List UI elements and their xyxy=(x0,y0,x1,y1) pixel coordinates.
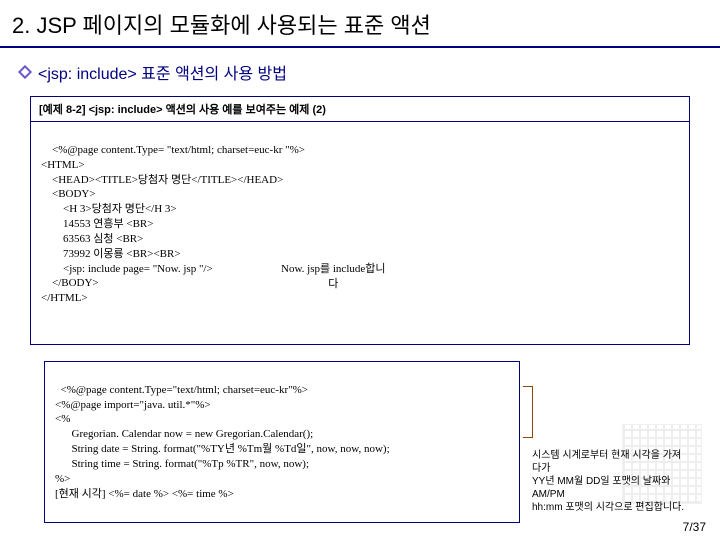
example-box-1: [예제 8-2] <jsp: include> 액션의 사용 예를 보여주는 예… xyxy=(30,96,690,345)
section-heading: <jsp: include> 표준 액션의 사용 방법 xyxy=(38,60,287,84)
bullet-row: <jsp: include> 표준 액션의 사용 방법 xyxy=(20,60,700,84)
side-annotation: 시스템 시계로부터 현재 시각을 가져 다가 YY년 MM월 DD일 포맷의 날… xyxy=(532,449,712,514)
section: <jsp: include> 표준 액션의 사용 방법 xyxy=(0,48,720,88)
code-text: <%@page content.Type="text/html; charset… xyxy=(55,384,390,500)
example-box-2: <%@page content.Type="text/html; charset… xyxy=(44,361,520,523)
example-box-header: [예제 8-2] <jsp: include> 액션의 사용 예를 보여주는 예… xyxy=(31,97,689,122)
code-text: <%@page content.Type= "text/html; charse… xyxy=(41,144,305,304)
example-code: <%@page content.Type= "text/html; charse… xyxy=(31,122,689,344)
diamond-icon xyxy=(18,65,32,79)
slide-title: 2. JSP 페이지의 모듈화에 사용되는 표준 액션 xyxy=(0,0,720,48)
bracket-icon xyxy=(523,386,533,438)
page-number: 7/37 xyxy=(683,520,706,534)
code-annotation: Now. jsp를 include합니 다 xyxy=(281,262,386,292)
